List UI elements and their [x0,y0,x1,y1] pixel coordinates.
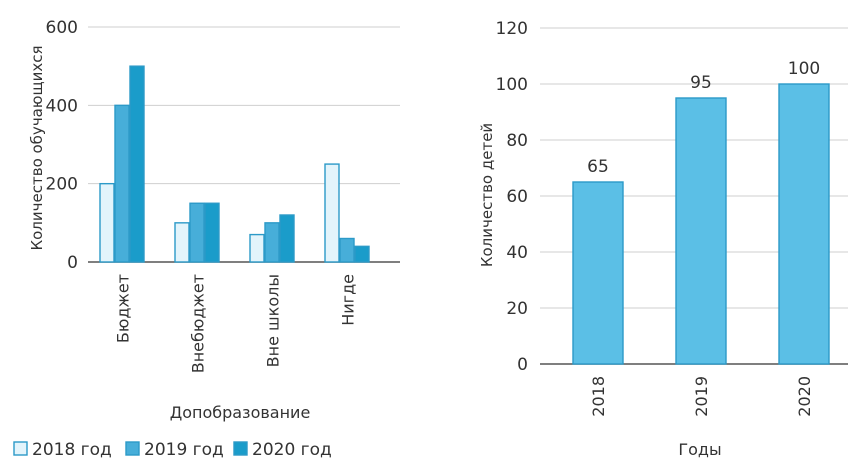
chart-children-y-ticks: 0 20 40 60 80 100 120 [496,19,528,375]
chart-enrollment-x-ticks: Бюджет Внебюджет Вне школы Нигде [114,274,358,373]
chart-children-y-tick-label: 100 [496,75,528,95]
legend-label: 2020 год [252,440,332,460]
chart-enrollment-bar [189,202,205,263]
chart-children-y-tick-label: 120 [496,19,528,39]
chart-enrollment-x-tick-label: Вне школы [264,274,283,367]
legend-swatch [233,441,248,456]
chart-children-y-tick-label: 60 [506,187,528,207]
chart-children-bar [572,181,624,365]
chart-children-data-labels: 65 95 100 [587,59,820,177]
legend-swatch [125,441,140,456]
chart-enrollment-bar [204,202,220,263]
chart-enrollment-bar [114,104,130,263]
chart-enrollment-x-axis-title: Допобразование [170,403,311,422]
chart-enrollment-bar [264,222,280,263]
chart-children-x-tick-label: 2018 [589,376,608,417]
chart-enrollment-bar [354,245,370,263]
chart-children-y-tick-label: 80 [506,131,528,151]
chart-enrollment-y-tick-label: 400 [46,96,78,116]
chart-children-y-axis-title: Количество детей [478,123,496,267]
chart-enrollment-y-tick-label: 0 [67,253,78,273]
chart-enrollment-bar [129,65,145,263]
chart-children-x-tick-label: 2019 [692,376,711,417]
chart-enrollment-bar [339,237,355,263]
chart-children-y-tick-label: 0 [517,355,528,375]
chart-enrollment-bar [174,222,190,263]
chart-enrollment-bar [99,182,115,263]
chart-children-x-axis-title: Годы [678,440,721,459]
chart-enrollment-y-tick-label: 600 [46,18,78,38]
chart-enrollment-x-tick-label: Внебюджет [189,274,208,373]
legend-label: 2019 год [144,440,224,460]
chart-enrollment-y-tick-label: 200 [46,175,78,195]
chart-children-bar [675,97,727,365]
chart-children-bar [778,83,830,365]
chart-children-bars [572,83,830,365]
chart-enrollment-y-axis-title: Количество обучающихся [28,45,46,250]
chart-enrollment-bar [279,214,295,263]
chart-children-y-tick-label: 20 [506,299,528,319]
chart-children-data-label: 95 [690,73,712,93]
chart-enrollment-bars [99,65,370,263]
chart-enrollment-legend: 2018 год 2019 год 2020 год [13,440,332,460]
chart-enrollment-x-tick-label: Бюджет [114,274,133,343]
chart-children: 65 95 100 0 20 40 60 80 100 120 2018 2019 2020 Кол… [478,19,848,459]
chart-enrollment-x-tick-label: Нигде [339,274,358,326]
chart-enrollment-bar [249,233,265,263]
chart-children-data-label: 100 [788,59,820,79]
chart-enrollment-bar [324,163,340,263]
chart-enrollment: 0 200 400 600 Бюджет Внебюджет Вне школы Нигде… [13,18,400,460]
chart-children-y-tick-label: 40 [506,243,528,263]
chart-enrollment-y-ticks: 0 200 400 600 [46,18,78,273]
chart-children-data-label: 65 [587,157,609,177]
legend-label: 2018 год [32,440,112,460]
legend-swatch [13,441,28,456]
chart-children-x-tick-label: 2020 [795,376,814,417]
chart-children-x-ticks: 2018 2019 2020 [589,376,814,417]
